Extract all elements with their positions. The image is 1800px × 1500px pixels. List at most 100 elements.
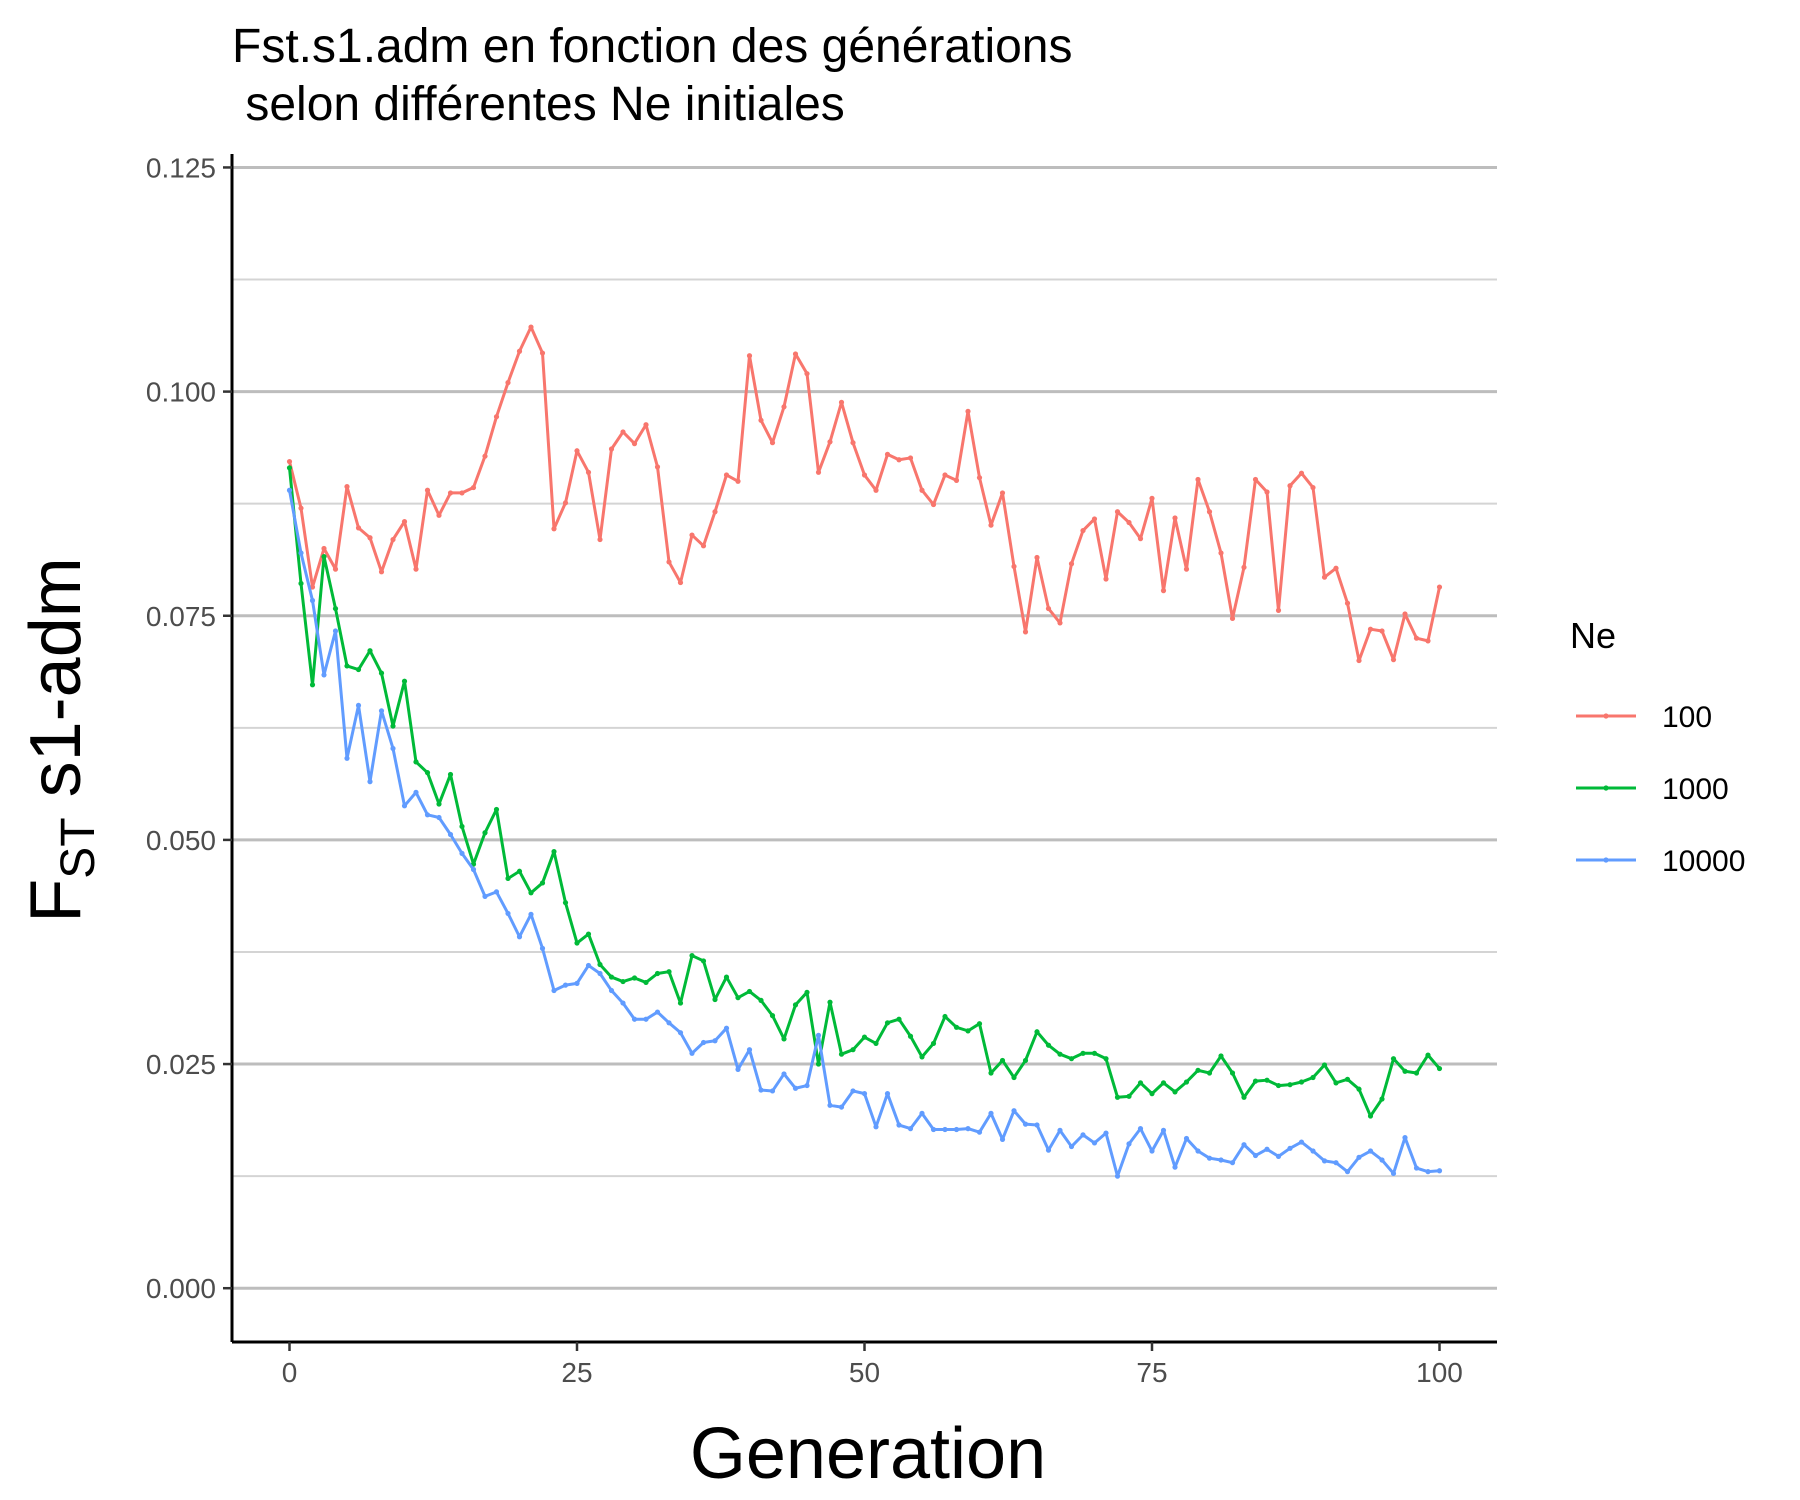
- data-point: [1275, 607, 1282, 613]
- data-point: [1183, 1079, 1190, 1085]
- data-point: [1114, 1173, 1121, 1179]
- data-point: [1333, 565, 1339, 571]
- data-point: [436, 801, 442, 807]
- data-point: [608, 987, 615, 994]
- data-point: [1241, 1094, 1247, 1100]
- data-point: [597, 536, 603, 543]
- gridlines: [232, 165, 1497, 1290]
- data-point: [781, 404, 787, 410]
- data-point: [700, 958, 707, 964]
- data-point: [608, 446, 615, 452]
- data-point: [769, 1088, 776, 1094]
- data-point: [792, 1002, 799, 1008]
- y-axis-title-subscript: ST: [52, 817, 105, 878]
- data-point: [447, 490, 454, 496]
- data-point: [1379, 1096, 1385, 1102]
- data-point: [390, 536, 396, 543]
- data-point: [505, 910, 511, 917]
- data-point: [1103, 1056, 1109, 1062]
- data-point: [976, 1129, 983, 1135]
- data-point: [1367, 1148, 1374, 1154]
- data-point: [1137, 536, 1144, 542]
- data-point: [1103, 1130, 1109, 1136]
- data-point: [1287, 1082, 1293, 1088]
- data-point: [712, 996, 718, 1003]
- data-point: [344, 484, 350, 490]
- data-point: [1275, 1153, 1282, 1159]
- data-point: [597, 961, 603, 968]
- data-point: [884, 1091, 891, 1097]
- data-point: [401, 519, 408, 525]
- data-point: [1126, 1093, 1132, 1099]
- data-point: [999, 1057, 1006, 1064]
- data-point: [551, 987, 557, 994]
- data-point: [1045, 1042, 1052, 1048]
- data-point: [1114, 1094, 1121, 1100]
- data-point: [689, 532, 695, 538]
- data-point: [838, 1051, 845, 1057]
- data-point: [1402, 1134, 1408, 1141]
- legend-item-100: 100: [1576, 701, 1712, 734]
- data-point: [643, 1016, 649, 1022]
- data-point: [1034, 1029, 1040, 1035]
- data-point: [930, 1040, 937, 1047]
- data-point: [1356, 657, 1362, 664]
- data-point: [539, 945, 546, 951]
- data-point: [930, 501, 937, 508]
- x-tick-label: 25: [561, 1357, 592, 1388]
- data-point: [321, 672, 327, 678]
- data-point: [516, 348, 523, 354]
- data-point: [804, 1082, 810, 1089]
- data-point: [758, 417, 764, 423]
- data-point: [1321, 1158, 1328, 1164]
- data-point: [482, 830, 488, 836]
- data-point: [286, 487, 293, 493]
- data-point: [390, 745, 396, 752]
- series-1000: [286, 465, 1443, 1119]
- data-point: [1091, 1140, 1098, 1146]
- data-point: [1344, 600, 1351, 606]
- data-point: [505, 875, 511, 882]
- data-point: [574, 448, 580, 454]
- data-point: [896, 1122, 902, 1128]
- data-point: [850, 440, 856, 446]
- data-point: [988, 1070, 994, 1076]
- data-point: [401, 678, 408, 684]
- data-point: [1045, 605, 1052, 612]
- data-point: [677, 1030, 684, 1036]
- data-point: [1298, 1079, 1305, 1085]
- data-point: [562, 982, 569, 988]
- data-point: [976, 475, 983, 481]
- data-point: [792, 1085, 799, 1091]
- data-point: [815, 469, 822, 475]
- data-point: [999, 490, 1006, 496]
- data-point: [1022, 629, 1029, 635]
- data-point: [1045, 1147, 1052, 1153]
- data-point: [309, 597, 316, 604]
- data-point: [447, 831, 454, 838]
- data-point: [746, 353, 753, 359]
- data-point: [1252, 1078, 1259, 1084]
- data-point: [769, 1013, 776, 1019]
- data-point: [551, 848, 557, 855]
- data-point: [1229, 1070, 1236, 1076]
- data-point: [1160, 588, 1167, 594]
- data-point: [1137, 1080, 1144, 1086]
- data-point: [1206, 1070, 1213, 1076]
- data-point: [1011, 563, 1017, 570]
- data-point: [1321, 1062, 1328, 1068]
- data-point: [746, 988, 753, 995]
- data-point: [1195, 476, 1201, 483]
- series-100: [286, 324, 1443, 664]
- tick-labels: 0.000 0.025 0.050 0.075 0.100 0.125 0 25 50 75 100: [146, 152, 1463, 1388]
- x-tick-label: 75: [1136, 1357, 1167, 1388]
- data-point: [1172, 1089, 1178, 1095]
- data-point: [1080, 1050, 1086, 1056]
- data-point: [309, 682, 316, 688]
- data-point: [1057, 620, 1063, 626]
- data-point: [1160, 1080, 1167, 1086]
- data-point: [919, 487, 925, 493]
- data-point: [735, 478, 741, 484]
